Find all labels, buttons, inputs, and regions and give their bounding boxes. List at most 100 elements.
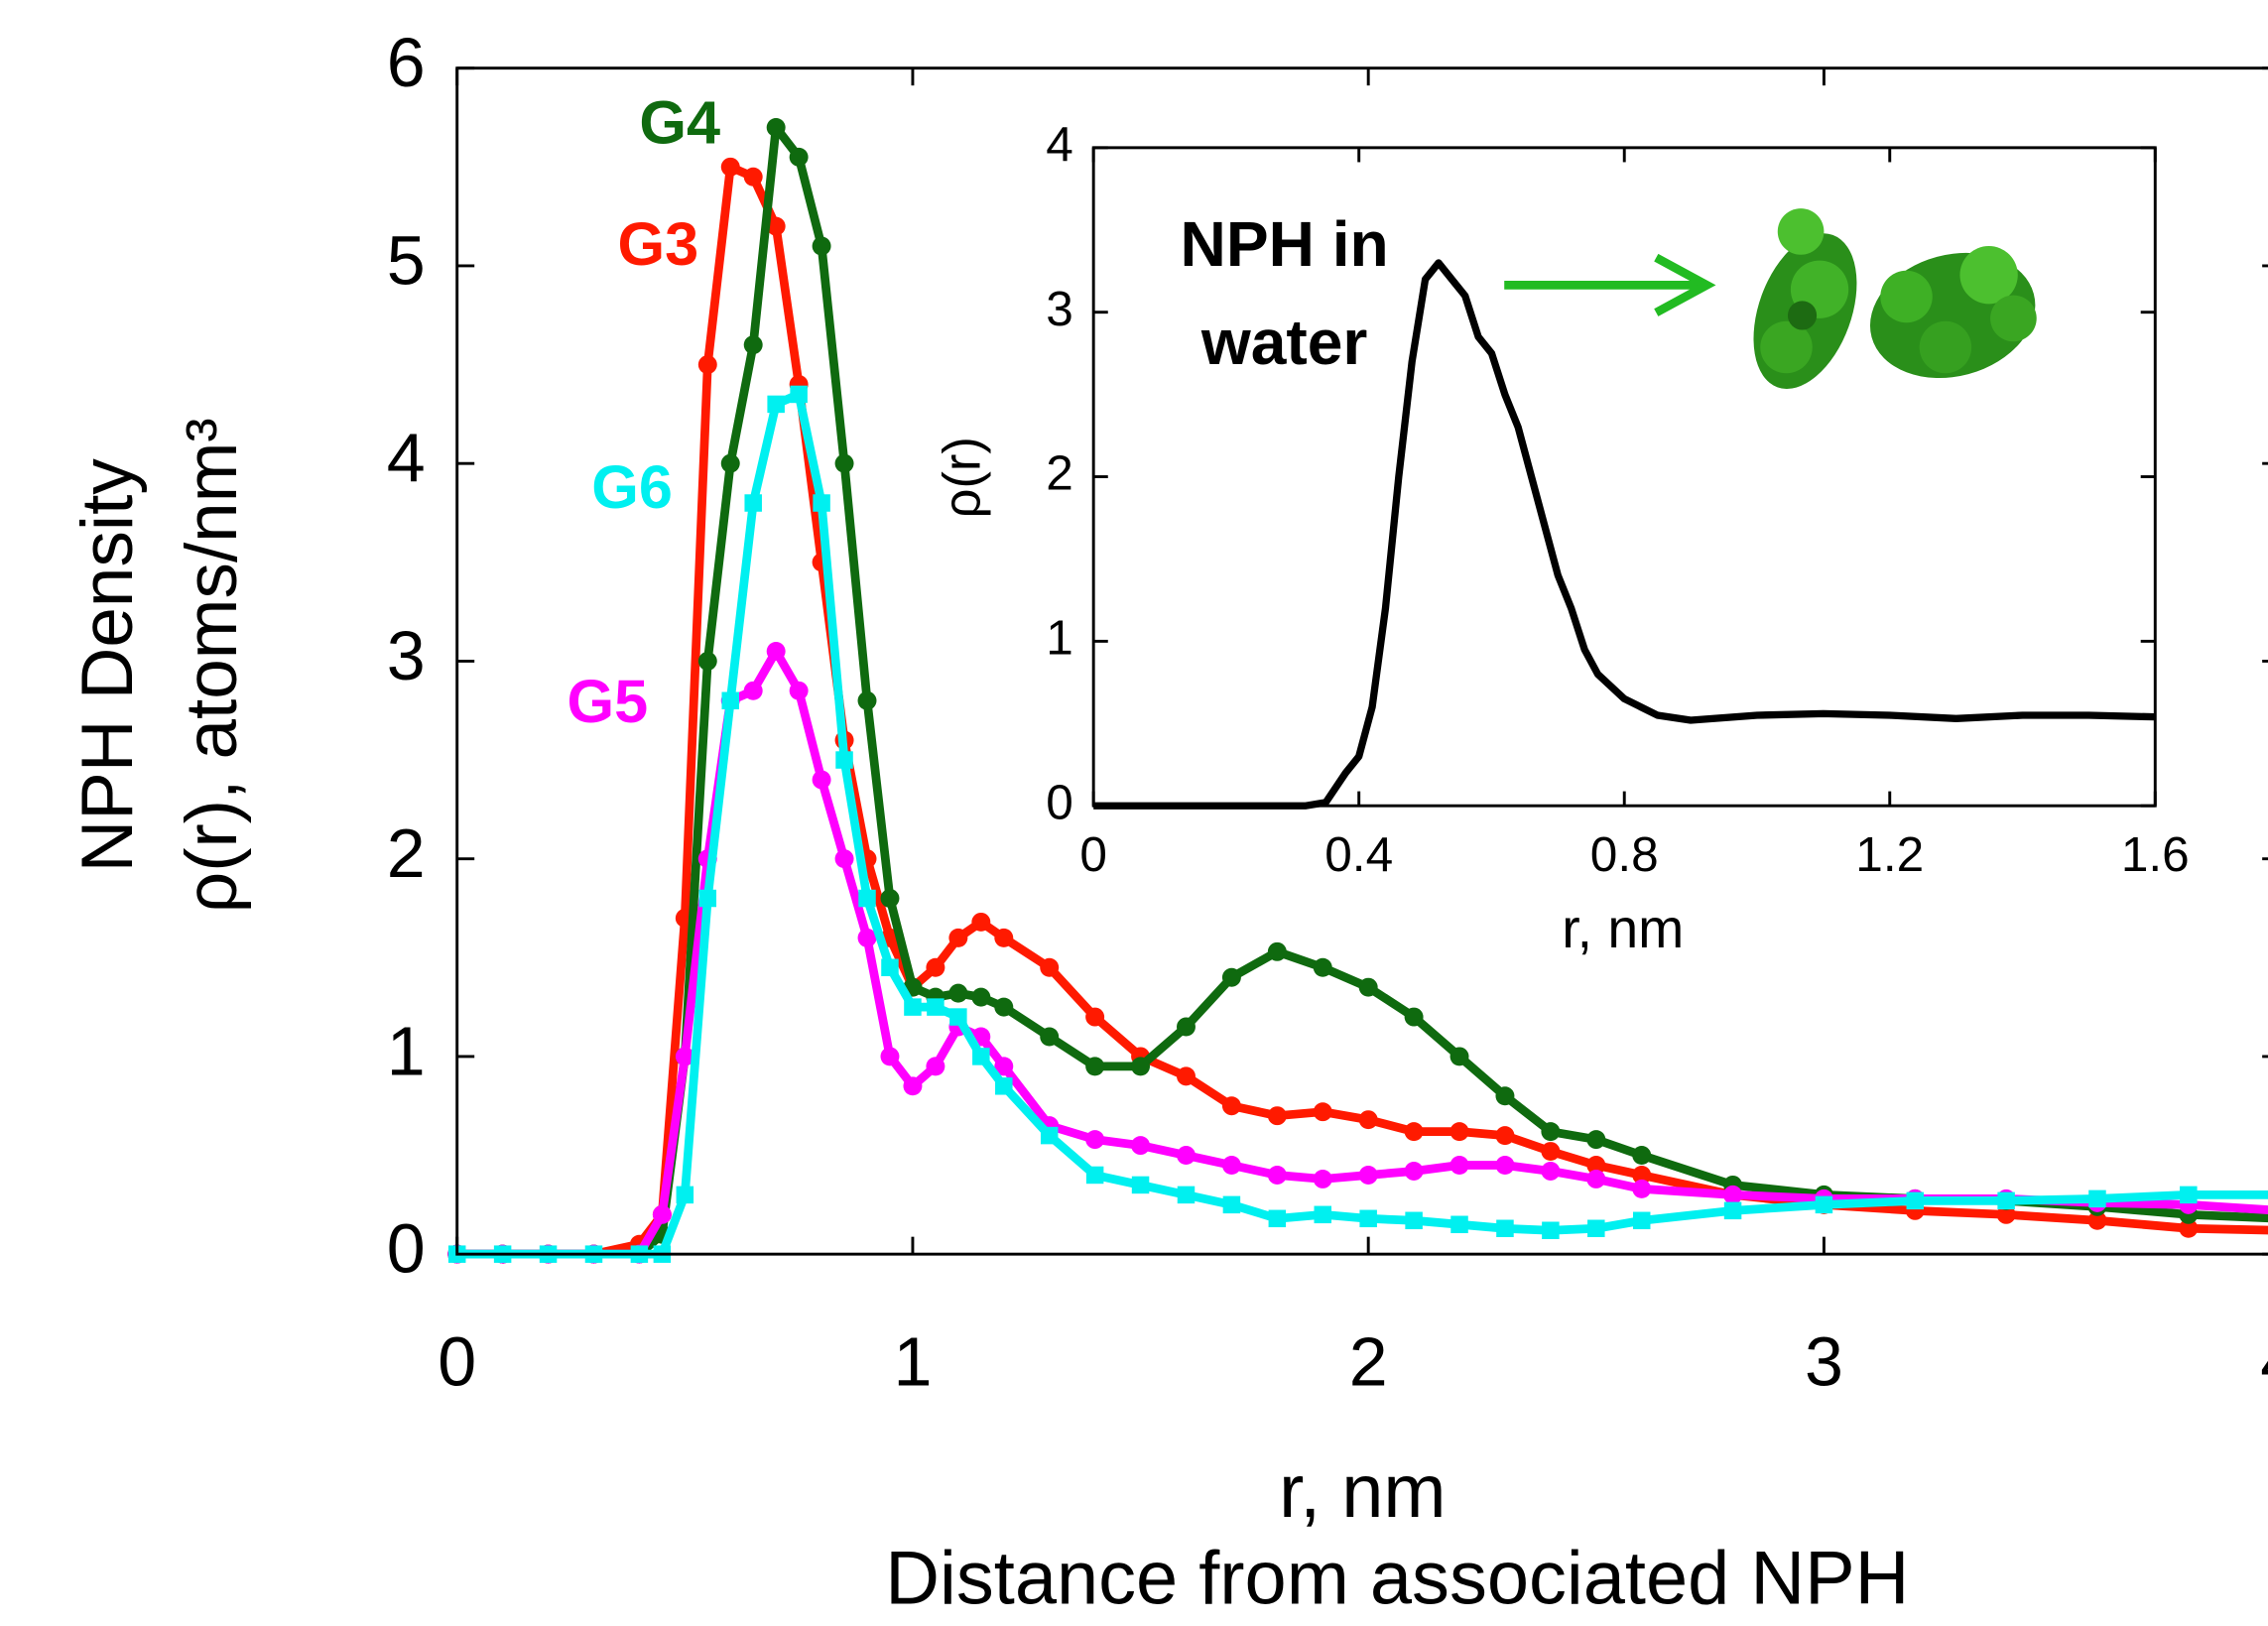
marker	[1541, 1162, 1561, 1181]
marker	[904, 998, 922, 1016]
marker	[1496, 1219, 1514, 1238]
y-tick-label: 4	[387, 420, 426, 497]
y-tick-label: 1	[387, 1012, 426, 1089]
marker	[743, 681, 763, 700]
marker	[1267, 1106, 1287, 1126]
plot-frame	[455, 66, 2268, 1256]
marker	[2087, 1210, 2107, 1230]
marker	[972, 1048, 990, 1065]
marker	[698, 889, 717, 908]
marker	[971, 987, 991, 1007]
marker	[1131, 1176, 1150, 1194]
marker	[1906, 1191, 1925, 1210]
marker	[1495, 1086, 1515, 1106]
y-tick-label: 2	[387, 814, 426, 892]
marker	[1221, 967, 1241, 987]
marker	[1177, 1146, 1196, 1166]
y-tick-label: 3	[387, 617, 426, 694]
marker	[948, 928, 968, 947]
x-tick-label: 0.8	[1590, 826, 1659, 882]
marker	[1267, 1165, 1287, 1185]
marker	[1221, 1096, 1241, 1116]
marker	[1222, 1195, 1241, 1214]
marker	[1815, 1195, 1833, 1214]
marker	[858, 889, 876, 908]
marker	[971, 912, 991, 932]
series-label: G4	[639, 89, 720, 157]
marker	[835, 751, 853, 769]
marker	[812, 236, 831, 256]
y-tick-label: 6	[387, 24, 426, 101]
marker	[1996, 1204, 2016, 1224]
marker	[1358, 977, 1378, 997]
plot: 0 1 2 3 4 0 0.4 0.8 1.2 1.6 r, nm ρ(r) NPH in water	[934, 116, 2190, 959]
x-tick-label: 3	[1805, 1322, 1843, 1400]
marker	[1449, 1047, 1469, 1066]
marker	[1085, 1007, 1105, 1027]
marker	[1177, 1186, 1196, 1204]
y-tick-label: 0	[1046, 774, 1073, 829]
marker	[721, 691, 739, 710]
marker	[834, 453, 854, 473]
marker	[812, 770, 831, 790]
y-tick-label: 4	[1046, 116, 1073, 172]
x-tick-label: 1.6	[2121, 826, 2190, 882]
marker	[697, 651, 717, 671]
marker	[2088, 1189, 2106, 1208]
x-tick-label: 0.4	[1324, 826, 1393, 882]
marker	[926, 957, 945, 977]
marker	[1314, 1205, 1332, 1224]
x-tick-label: 1	[893, 1322, 932, 1400]
marker	[813, 494, 830, 512]
marker	[1268, 1209, 1287, 1228]
marker	[2180, 1186, 2198, 1204]
marker	[697, 355, 717, 375]
y-tick-label: 0	[387, 1210, 426, 1288]
marker	[743, 167, 763, 187]
marker	[1040, 1027, 1060, 1047]
marker	[1313, 1102, 1332, 1122]
x-axis-label: r, nm	[1279, 1449, 1446, 1534]
marker	[1586, 1156, 1606, 1175]
marker	[1632, 1211, 1651, 1230]
marker	[1632, 1179, 1652, 1198]
marker	[994, 1057, 1014, 1076]
marker	[790, 385, 808, 404]
series-label: G6	[591, 453, 673, 521]
y-axis-label: NPH Density	[67, 458, 148, 873]
marker	[1404, 1007, 1424, 1027]
marker	[720, 157, 740, 177]
marker	[766, 641, 786, 661]
marker	[766, 216, 786, 236]
marker	[1085, 1057, 1105, 1076]
x-axis-label: Distance from associated NPH	[885, 1537, 1909, 1621]
marker	[1131, 1136, 1151, 1156]
marker	[1085, 1130, 1105, 1150]
marker	[789, 147, 809, 167]
series-label: G5	[567, 668, 648, 735]
plot-frame	[1091, 146, 2157, 808]
marker	[1586, 1169, 1606, 1188]
marker	[1359, 1209, 1377, 1228]
y-tick-label: 2	[1046, 445, 1073, 501]
series-line	[456, 123, 2268, 1259]
marker	[2179, 1218, 2199, 1238]
marker	[743, 335, 763, 355]
marker	[1267, 941, 1287, 961]
marker	[1358, 1110, 1378, 1130]
marker	[1632, 1165, 1652, 1185]
marker	[1495, 1156, 1515, 1175]
marker	[1587, 1219, 1605, 1238]
marker	[766, 117, 786, 137]
marker	[1358, 1165, 1378, 1185]
x-tick-label: 2	[1349, 1322, 1388, 1400]
marker	[652, 1204, 672, 1224]
marker	[1131, 1057, 1151, 1076]
marker	[1177, 1017, 1196, 1037]
marker	[675, 1047, 694, 1066]
marker	[1541, 1122, 1561, 1142]
y-axis-label: ρ(r)	[934, 437, 992, 518]
marker	[1449, 1122, 1469, 1142]
marker	[1542, 1221, 1560, 1239]
